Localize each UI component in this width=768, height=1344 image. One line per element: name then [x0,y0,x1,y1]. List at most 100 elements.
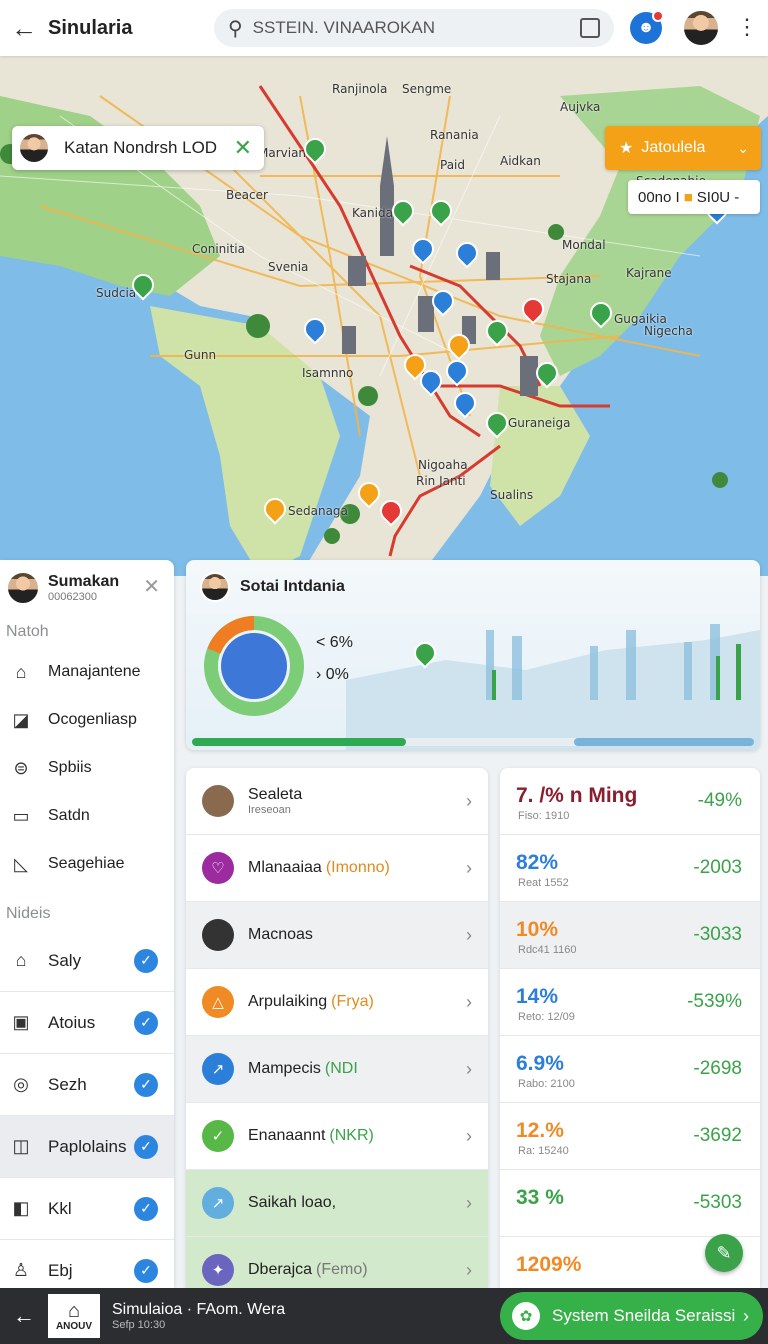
check-icon[interactable]: ✓ [134,1010,158,1035]
check-icon[interactable]: ✓ [134,1258,158,1283]
item-icon: ♡ [202,852,234,884]
list-item[interactable]: ✦ Dberajca (Femo) › [186,1237,488,1288]
summary-card[interactable]: Sotai Intdania < 6% › 0% [186,560,760,750]
section-heading: Natoh [6,623,49,640]
check-label: Ebj [48,1260,73,1280]
item-icon: ✓ [202,1120,234,1152]
layers-icon: ⊜ [13,757,29,778]
map-label: Marvian [258,146,307,160]
edit-fab[interactable]: ✎ [705,1234,743,1272]
stat-delta: -5303 [693,1192,742,1213]
map-view[interactable]: Ranjinola Sengme Aujvka Ranania Marvian … [0,56,768,576]
item-name: Saikah loao, [248,1194,337,1211]
sidebar-nav-item[interactable]: ⊜ Spbiis [0,744,174,792]
checklist-item[interactable]: ◎ Sezh ✓ [0,1054,174,1116]
list-item[interactable]: ↗ Saikah loao, › [186,1170,488,1237]
stat-row[interactable]: 12.% Ra: 15240 -3692 [500,1103,760,1170]
close-icon[interactable]: ✕ [143,576,160,598]
sidebar-nav-item[interactable]: ⌂ Manajantene [0,648,174,696]
close-icon[interactable]: ✕ [233,135,252,160]
progress-secondary [574,738,754,746]
list-item[interactable]: ♡ Mlanaaiaa (Imonno) › [186,835,488,902]
bus-icon: ▣ [12,1012,30,1032]
stat-row[interactable]: 1209% [500,1237,760,1288]
chip-label: Katan Nondrsh LOD [64,138,218,157]
filter-button[interactable]: ★ Jatoulela ⌄ [605,126,761,170]
checklist-item[interactable]: ⌂ Saly ✓ [0,930,174,992]
back-arrow-icon[interactable]: ← [11,12,37,43]
stat-row[interactable]: 10% Rdc41 1160 -3033 [500,902,760,969]
stat-row[interactable]: 82% Reat 1552 -2003 [500,835,760,902]
item-tag: (Imonno) [325,859,390,876]
chevron-right-icon: › [466,1125,472,1146]
sidebar-nav-item[interactable]: ◺ Seagehiae [0,840,174,888]
map-label: Isamnno [302,366,354,380]
list-item[interactable]: △ Arpulaiking (Frya) › [186,969,488,1036]
map-selector[interactable]: 00no I ■ SI0U - [628,180,760,214]
checklist-item[interactable]: ◧ Kkl ✓ [0,1178,174,1240]
item-text: Mlanaaiaa (Imonno) [248,859,390,877]
checklist-item[interactable]: ◫ Paplolains ✓ [0,1116,174,1178]
system-action-button[interactable]: ✿ System Sneilda Seraissi › [500,1292,763,1340]
check-icon[interactable]: ✓ [134,1072,158,1097]
chevron-right-icon: › [466,790,472,811]
app-title: Sinularia [48,16,133,39]
stat-delta: -539% [687,991,742,1012]
map-label: Sudcia [96,286,137,300]
selected-location-chip[interactable]: Katan Nondrsh LOD ✕ [12,126,264,170]
item-text: Arpulaiking (Frya) [248,993,374,1011]
progress-fill [192,738,406,746]
map-label: Stajana [546,272,592,286]
list-item[interactable]: ✓ Enanaannt (NKR) › [186,1103,488,1170]
list-item[interactable]: ↗ Mampecis (NDI › [186,1036,488,1103]
logo-text: ANOUV [55,1320,93,1332]
stat-row[interactable]: 14% Reto: 12/09 -539% [500,969,760,1036]
sidebar-nav-item[interactable]: ◪ Ocogenliasp [0,696,174,744]
item-icon [202,919,234,951]
stat-value: 14% [516,985,559,1008]
stat-value: 82% [516,851,559,874]
user-alert-icon: ☻ [637,19,655,36]
stat-row[interactable]: 6.9% Rabo: 2100 -2698 [500,1036,760,1103]
notification-button[interactable]: ☻ [630,10,664,44]
check-icon[interactable]: ✓ [134,1196,158,1221]
more-options-icon[interactable]: ⋮ [736,14,758,39]
stat-row[interactable]: 33 % -5303 [500,1170,760,1237]
chip-avatar [18,132,50,164]
check-icon[interactable]: ✓ [134,948,158,973]
item-text: Sealeta Ireseoan [248,786,306,816]
stat-delta: -2698 [693,1058,742,1079]
stat-sub: Rabo: 2100 [518,1078,575,1090]
sidebar-header: Sumakan 00062300 ✕ [0,560,174,616]
item-text: Mampecis (NDI [248,1060,358,1078]
back-arrow-icon[interactable]: ← [13,1303,35,1328]
map-label: Guraneiga [508,416,571,430]
category-list: Sealeta Ireseoan › ♡ Mlanaaiaa (Imonno) › Macno… [186,768,488,1288]
map-label: Svenia [268,260,309,274]
list-item[interactable]: Macnoas › [186,902,488,969]
map-label: Paid [440,158,466,172]
bottom-subtitle: Sefp 10:30 [112,1319,166,1331]
sidebar-nav-item[interactable]: ▭ Satdn [0,792,174,840]
map-label: Kajrane [626,266,672,280]
checklist-item[interactable]: ▣ Atoius ✓ [0,992,174,1054]
stat-sub: Reat 1552 [518,877,569,889]
stat-sub: Reto: 12/09 [518,1011,575,1023]
search-input[interactable]: ⚲ SSTEIN. VINAAROKAN [214,9,614,47]
sidebar-avatar[interactable] [6,571,40,605]
item-icon: ↗ [202,1053,234,1085]
stat-row[interactable]: 7. /% n Ming Fiso: 1910 -49% [500,768,760,835]
top-app-bar: ← Sinularia ⚲ SSTEIN. VINAAROKAN ☻ ⋮ [0,0,768,56]
sidebar-user-id: 00062300 [48,591,97,603]
item-icon [202,785,234,817]
selector-value: SI0U - [696,188,740,206]
lock-icon: ■ [683,188,693,206]
profile-avatar[interactable] [682,9,720,47]
item-name: Macnoas [248,926,313,943]
check-icon[interactable]: ✓ [134,1134,158,1159]
map-label: Sualins [490,488,534,502]
item-name: Enanaannt [248,1127,326,1144]
scan-icon[interactable] [580,18,600,38]
stat-sub: Ra: 15240 [518,1145,569,1157]
list-item[interactable]: Sealeta Ireseoan › [186,768,488,835]
